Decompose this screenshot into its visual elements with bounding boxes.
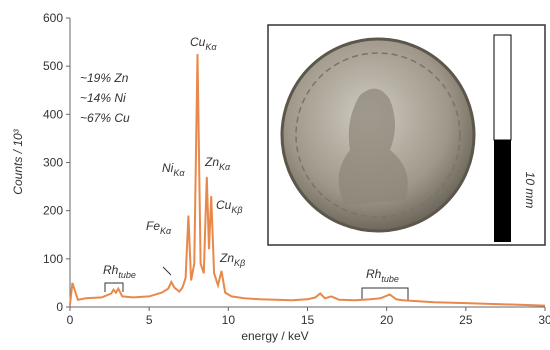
peak-label: CuKα (190, 35, 217, 52)
x-axis-label: energy / keV (241, 329, 308, 343)
y-tick-label: 100 (43, 252, 63, 266)
peak-label-element: Fe (146, 219, 160, 233)
x-tick-label: 25 (459, 313, 473, 327)
peak-label: FeKα (146, 219, 172, 236)
peak-label: ZnKβ (219, 251, 245, 268)
peak-label-element: Rh (103, 263, 119, 277)
y-tick-label: 400 (43, 107, 63, 121)
peak-label-element: Cu (190, 35, 206, 49)
peak-label: ZnKα (204, 155, 231, 172)
composition-note: ~19% Zn (80, 71, 129, 85)
x-tick-label: 30 (538, 313, 550, 327)
composition-note: ~67% Cu (80, 111, 130, 125)
peak-label: Rhtube (103, 263, 136, 280)
y-tick-label: 500 (43, 59, 63, 73)
peak-label-subscript: tube (381, 274, 399, 284)
peak-label-subscript: Kβ (234, 258, 245, 268)
scale-bar-white (494, 35, 511, 140)
inset-photo: 10 mm (268, 25, 545, 245)
scale-bar-label: 10 mm (523, 172, 537, 209)
y-tick-label: 0 (56, 300, 63, 314)
peak-label-element: Zn (204, 155, 219, 169)
y-tick-label: 300 (43, 156, 63, 170)
peak-label: CuKβ (216, 198, 243, 215)
peak-label-subscript: Kα (160, 226, 172, 236)
peak-label-element: Ni (162, 161, 174, 175)
x-tick-label: 10 (222, 313, 236, 327)
peak-label-subscript: Kα (205, 42, 217, 52)
y-axis-label: Counts / 10³ (11, 128, 25, 194)
leader (163, 267, 171, 275)
composition-note: ~14% Ni (80, 91, 126, 105)
peak-label-subscript: tube (118, 270, 136, 280)
peak-label-subscript: Kα (219, 162, 231, 172)
chart: energy / keV Counts / 10³ 10 mm 01002003… (0, 0, 550, 345)
y-tick-label: 200 (43, 204, 63, 218)
scale-bar-black (494, 140, 511, 242)
x-tick-label: 15 (301, 313, 315, 327)
peak-label-subscript: Kβ (231, 205, 242, 215)
peak-label-element: Zn (219, 251, 234, 265)
peak-label-element: Rh (366, 267, 382, 281)
x-tick-label: 5 (146, 313, 153, 327)
brackets (105, 283, 408, 300)
peak-label: Rhtube (366, 267, 399, 284)
y-tick-label: 600 (43, 11, 63, 25)
peak-label-element: Cu (216, 198, 232, 212)
x-tick-label: 0 (67, 313, 74, 327)
x-tick-label: 20 (380, 313, 394, 327)
peak-label: NiKα (162, 161, 185, 178)
peak-label-subscript: Kα (173, 168, 185, 178)
